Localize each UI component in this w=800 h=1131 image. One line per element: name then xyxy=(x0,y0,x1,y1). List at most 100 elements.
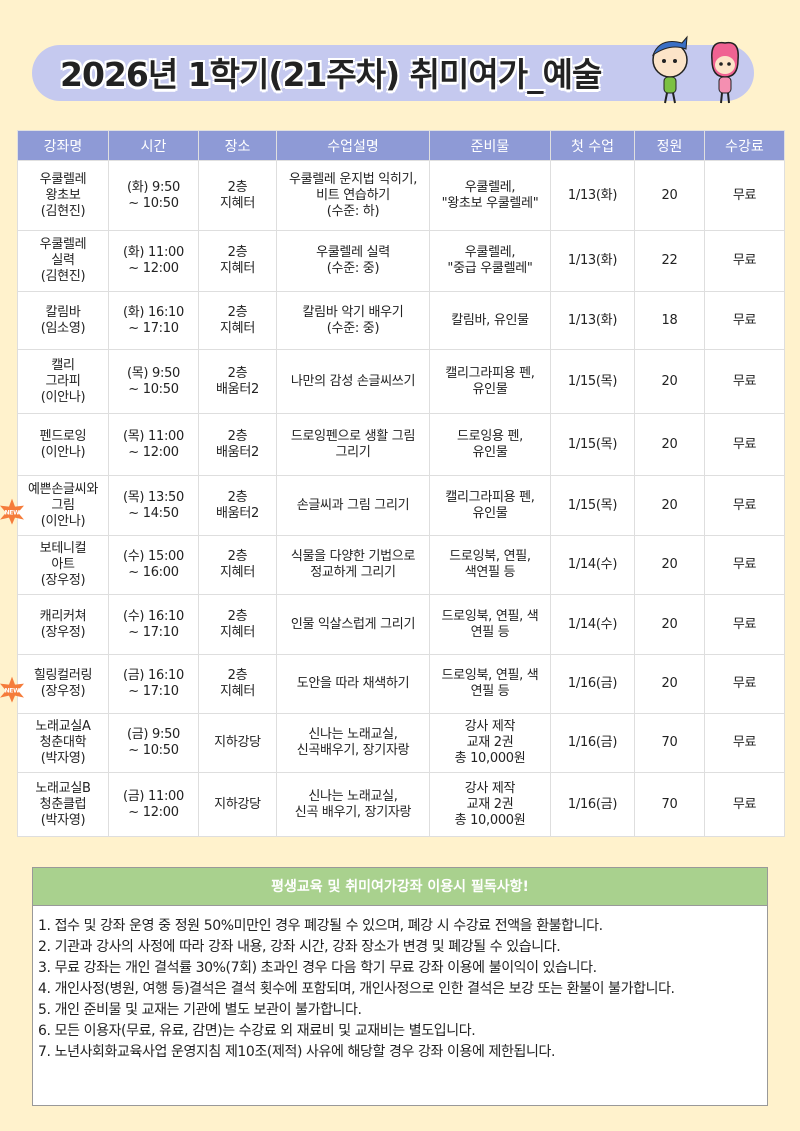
column-header: 수강료 xyxy=(704,130,785,161)
location-text: 2층 배움터2 xyxy=(216,489,259,521)
first-class-cell: 1/15(목) xyxy=(550,349,635,414)
column-header: 강좌명 xyxy=(17,130,109,161)
materials-cell: 칼림바, 유인물 xyxy=(429,291,551,350)
capacity-text: 18 xyxy=(661,312,678,328)
course-name-text: 칼림바 (임소영) xyxy=(40,304,86,336)
mascot-characters-image xyxy=(651,35,739,104)
column-header: 수업설명 xyxy=(276,130,430,161)
course-name-text: 보테니컬 아트 (장우정) xyxy=(39,541,87,588)
fee-text: 무료 xyxy=(732,373,757,389)
materials-cell: 드로잉북, 연필, 색연필 등 xyxy=(429,535,551,595)
fee-text: 무료 xyxy=(732,557,757,572)
first-class-text: 1/13(화) xyxy=(567,253,618,268)
fee-cell: 무료 xyxy=(704,230,785,292)
materials-text: 드로잉북, 연필, 색연필 등 xyxy=(449,549,531,580)
description-cell: 우쿨렐레 운지법 익히기, 비트 연습하기 (수준: 하) xyxy=(276,160,430,231)
fee-text: 무료 xyxy=(732,497,757,513)
description-cell: 드로잉펜으로 생활 그림 그리기 xyxy=(276,413,430,476)
location-text: 2층 배움터2 xyxy=(216,428,259,460)
description-cell: 인물 익살스럽게 그리기 xyxy=(276,594,430,655)
column-header: 정원 xyxy=(634,130,705,161)
description-text: 인물 익살스럽게 그리기 xyxy=(290,616,416,632)
location-text: 2층 지혜터 xyxy=(220,608,255,640)
fee-cell: 무료 xyxy=(704,535,785,595)
fee-text: 무료 xyxy=(732,436,757,452)
course-name-text: 캘리 그라피 (이안나) xyxy=(40,357,86,405)
first-class-cell: 1/15(목) xyxy=(550,413,635,476)
title-banner xyxy=(32,45,754,101)
materials-cell: 강사 제작 교재 2권 총 10,000원 xyxy=(429,772,551,837)
materials-text: 우쿨렐레, "왕초보 우쿨렐레" xyxy=(441,179,539,211)
location-cell: 2층 배움터2 xyxy=(198,349,277,414)
first-class-text: 1/15(목) xyxy=(567,373,618,389)
table-row: 칼림바 (임소영) (화) 16:10 ~ 17:10 2층 지혜터 칼림바 악기 배… xyxy=(17,291,785,350)
materials-cell: 캘리그라피용 펜, 유인물 xyxy=(429,475,551,536)
description-text: 드로잉펜으로 생활 그림 그리기 xyxy=(290,428,416,460)
course-name-cell: 칼림바 (임소영) xyxy=(17,291,109,350)
new-badge-icon: NEW xyxy=(0,498,24,525)
course-name-text: 노래교실A 청춘대학 (박자영) xyxy=(35,719,91,766)
description-cell: 도안을 따라 채색하기 xyxy=(276,654,430,714)
fee-cell: 무료 xyxy=(704,160,785,231)
notice-item: 4. 개인사정(병원, 여행 등)결석은 결석 횟수에 포함되며, 개인사정으로… xyxy=(38,981,675,997)
table-header-row: 강좌명 시간 장소 수업설명 준비물 첫 수업 정원 수강료 xyxy=(17,130,785,161)
description-cell: 칼림바 악기 배우기 (수준: 중) xyxy=(276,291,430,350)
time-cell: (목) 13:50 ~ 14:50 xyxy=(108,475,199,536)
notice-list: 1. 접수 및 강좌 운영 중 정원 50%미만인 경우 폐강될 수 있으며, … xyxy=(33,906,767,1073)
description-text: 신나는 노래교실, 신곡 배우기, 장기자랑 xyxy=(294,788,412,820)
course-name-text: 예쁜손글씨와 그림 (이안나) xyxy=(28,481,98,529)
fee-cell: 무료 xyxy=(704,772,785,837)
capacity-text: 20 xyxy=(661,497,678,513)
capacity-cell: 20 xyxy=(634,349,705,414)
first-class-cell: 1/13(화) xyxy=(550,160,635,231)
capacity-text: 20 xyxy=(661,436,678,452)
time-text: (목) 9:50 ~ 10:50 xyxy=(126,365,181,397)
column-header: 장소 xyxy=(198,130,277,161)
fee-cell: 무료 xyxy=(704,291,785,350)
capacity-text: 20 xyxy=(661,557,678,572)
time-text: (목) 11:00 ~ 12:00 xyxy=(123,428,184,460)
description-text: 나만의 감성 손글씨쓰기 xyxy=(290,373,416,389)
column-header: 준비물 xyxy=(429,130,551,161)
capacity-cell: 20 xyxy=(634,535,705,595)
notice-box: 평생교육 및 취미여가강좌 이용시 필독사항! 1. 접수 및 강좌 운영 중 … xyxy=(32,867,768,1106)
notice-item: 2. 기관과 강사의 사정에 따라 강좌 내용, 강좌 시간, 강좌 장소가 변… xyxy=(38,939,561,955)
fee-text: 무료 xyxy=(732,253,757,268)
materials-cell: 캘리그라피용 펜, 유인물 xyxy=(429,349,551,414)
time-cell: (화) 16:10 ~ 17:10 xyxy=(108,291,199,350)
materials-cell: 강사 제작 교재 2권 총 10,000원 xyxy=(429,713,551,773)
description-cell: 나만의 감성 손글씨쓰기 xyxy=(276,349,430,414)
description-text: 신나는 노래교실, 신곡배우기, 장기자랑 xyxy=(296,727,410,758)
location-text: 2층 지혜터 xyxy=(220,245,255,276)
column-header: 첫 수업 xyxy=(550,130,635,161)
first-class-text: 1/14(수) xyxy=(567,616,618,632)
materials-cell: 우쿨렐레, "왕초보 우쿨렐레" xyxy=(429,160,551,231)
svg-text:NEW: NEW xyxy=(5,509,21,516)
capacity-text: 22 xyxy=(661,253,678,268)
notice-item: 6. 모든 이용자(무료, 유료, 감면)는 수강료 외 재료비 및 교재비는 … xyxy=(38,1023,476,1039)
capacity-cell: 18 xyxy=(634,291,705,350)
notice-item: 3. 무료 강좌는 개인 결석률 30%(7회) 초과인 경우 다음 학기 무료… xyxy=(38,960,597,976)
materials-cell: 우쿨렐레, "중급 우쿨렐레" xyxy=(429,230,551,292)
table-row: 우쿨렐레 왕초보 (김현진) (화) 9:50 ~ 10:50 2층 지혜터 우쿨렐레… xyxy=(17,160,785,231)
course-name-cell: 캘리 그라피 (이안나) xyxy=(17,349,109,414)
time-text: (화) 11:00 ~ 12:00 xyxy=(123,245,184,276)
time-text: (수) 16:10 ~ 17:10 xyxy=(123,608,184,640)
column-header: 시간 xyxy=(108,130,199,161)
capacity-cell: 70 xyxy=(634,713,705,773)
notice-item: 1. 접수 및 강좌 운영 중 정원 50%미만인 경우 폐강될 수 있으며, … xyxy=(38,918,603,934)
description-text: 도안을 따라 채색하기 xyxy=(296,676,410,691)
location-text: 2층 지혜터 xyxy=(220,549,255,580)
first-class-text: 1/16(금) xyxy=(567,735,618,750)
first-class-cell: 1/15(목) xyxy=(550,475,635,536)
course-name-cell: 보테니컬 아트 (장우정) xyxy=(17,535,109,595)
location-cell: 2층 지혜터 xyxy=(198,654,277,714)
course-name-text: 우쿨렐레 왕초보 (김현진) xyxy=(39,171,87,219)
time-cell: (금) 9:50 ~ 10:50 xyxy=(108,713,199,773)
fee-cell: 무료 xyxy=(704,654,785,714)
table-row: 캐리커쳐 (장우정) (수) 16:10 ~ 17:10 2층 지혜터 인물 익살스럽… xyxy=(17,594,785,655)
location-text: 지하강당 xyxy=(214,735,261,750)
location-cell: 2층 배움터2 xyxy=(198,475,277,536)
course-name-cell: 힐링컬러링 (장우정) NEW xyxy=(0,654,109,714)
table-row: 노래교실A 청춘대학 (박자영) (금) 9:50 ~ 10:50 지하강당 신나는 … xyxy=(17,713,785,773)
